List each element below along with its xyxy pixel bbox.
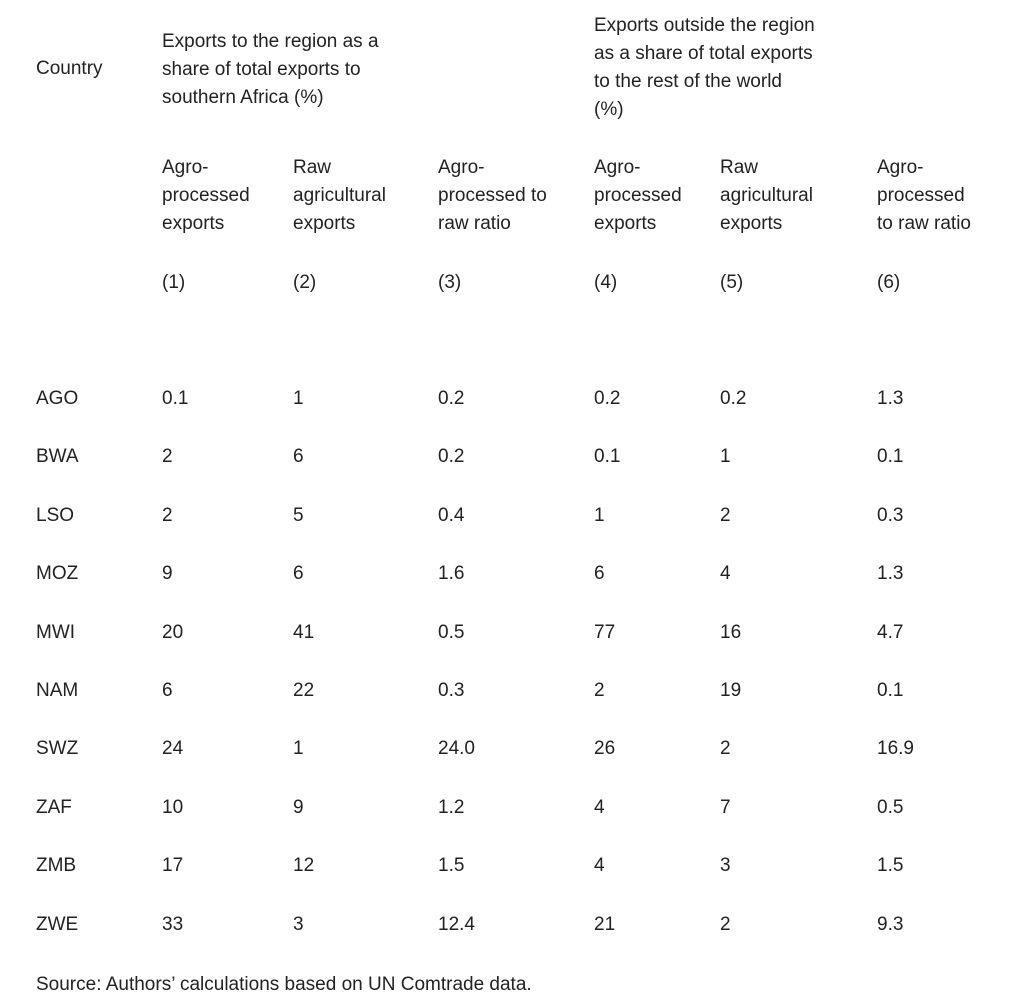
table-cell: 4 — [720, 563, 731, 584]
table-cell: 1 — [293, 388, 304, 409]
row-country: MOZ — [36, 563, 79, 584]
table-cell: 0.2 — [438, 446, 465, 467]
table-cell: 0.1 — [877, 446, 904, 467]
table-cell: 0.2 — [720, 388, 747, 409]
table-cell: 4 — [594, 855, 605, 876]
row-country: ZWE — [36, 914, 79, 935]
table-cell: 2 — [594, 680, 605, 701]
table-cell: 1.2 — [438, 797, 465, 818]
table-cell: 1 — [293, 738, 304, 759]
table-cell: 3 — [293, 914, 304, 935]
column-number-5: (5) — [720, 272, 744, 293]
table-cell: 1.5 — [438, 855, 465, 876]
table-cell: 21 — [594, 914, 616, 935]
row-country: SWZ — [36, 738, 79, 759]
table-cell: 12.4 — [438, 914, 475, 935]
column-header-5: Raw agricultural exports — [720, 157, 813, 234]
table-cell: 16.9 — [877, 738, 914, 759]
table-cell: 16 — [720, 622, 742, 643]
table-cell: 41 — [293, 622, 315, 643]
table-cell: 5 — [293, 505, 304, 526]
table-cell: 17 — [162, 855, 184, 876]
table-cell: 2 — [720, 914, 731, 935]
table-cell: 22 — [293, 680, 315, 701]
column-number-1: (1) — [162, 272, 186, 293]
column-header-3: Agro- processed to raw ratio — [438, 157, 547, 234]
column-number-6: (6) — [877, 272, 901, 293]
table-cell: 77 — [594, 622, 616, 643]
table-cell: 3 — [720, 855, 731, 876]
table-cell: 4 — [594, 797, 605, 818]
table-cell: 0.1 — [877, 680, 904, 701]
table-cell: 0.2 — [594, 388, 621, 409]
table-cell: 1.3 — [877, 563, 904, 584]
column-number-4: (4) — [594, 272, 618, 293]
column-header-2: Raw agricultural exports — [293, 157, 386, 234]
table-cell: 1 — [594, 505, 605, 526]
table-cell: 12 — [293, 855, 315, 876]
table-cell: 9 — [293, 797, 304, 818]
group-header-outside-region: Exports outside the region as a share of… — [594, 15, 815, 120]
source-note: Source: Authors’ calculations based on U… — [36, 974, 532, 995]
table-cell: 33 — [162, 914, 184, 935]
table-cell: 24 — [162, 738, 184, 759]
column-header-1: Agro- processed exports — [162, 157, 250, 234]
column-number-2: (2) — [293, 272, 317, 293]
group-header-within-region: Exports to the region as a share of tota… — [162, 31, 379, 108]
table-cell: 26 — [594, 738, 616, 759]
table-cell: 0.3 — [877, 505, 904, 526]
table-cell: 9.3 — [877, 914, 904, 935]
table-cell: 1.3 — [877, 388, 904, 409]
table-cell: 6 — [293, 446, 304, 467]
table-cell: 6 — [293, 563, 304, 584]
table-cell: 6 — [162, 680, 173, 701]
row-country: LSO — [36, 505, 75, 526]
column-header-4: Agro- processed exports — [594, 157, 682, 234]
row-country: ZMB — [36, 855, 77, 876]
table-cell: 0.1 — [162, 388, 189, 409]
table-cell: 1 — [720, 446, 731, 467]
country-header: Country — [36, 58, 103, 79]
table-cell: 2 — [162, 505, 173, 526]
column-header-6: Agro- processed to raw ratio — [877, 157, 971, 234]
table-cell: 19 — [720, 680, 742, 701]
row-country: ZAF — [36, 797, 72, 818]
table-cell: 10 — [162, 797, 184, 818]
table-cell: 0.2 — [438, 388, 465, 409]
row-country: BWA — [36, 446, 79, 467]
table-cell: 0.3 — [438, 680, 465, 701]
table-cell: 0.5 — [438, 622, 465, 643]
row-country: NAM — [36, 680, 79, 701]
table-cell: 2 — [162, 446, 173, 467]
row-country: AGO — [36, 388, 79, 409]
table-cell: 0.4 — [438, 505, 465, 526]
table-cell: 24.0 — [438, 738, 475, 759]
table-cell: 0.5 — [877, 797, 904, 818]
table-cell: 9 — [162, 563, 173, 584]
table-cell: 1.6 — [438, 563, 465, 584]
table-cell: 0.1 — [594, 446, 621, 467]
table-cell: 4.7 — [877, 622, 904, 643]
table-cell: 2 — [720, 738, 731, 759]
column-number-3: (3) — [438, 272, 462, 293]
table-cell: 7 — [720, 797, 731, 818]
row-country: MWI — [36, 622, 76, 643]
table-cell: 20 — [162, 622, 184, 643]
table-cell: 2 — [720, 505, 731, 526]
table-cell: 1.5 — [877, 855, 904, 876]
table-cell: 6 — [594, 563, 605, 584]
